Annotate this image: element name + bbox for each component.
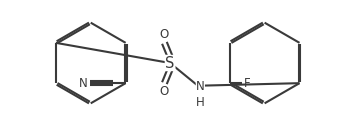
Text: O: O xyxy=(160,27,169,41)
Text: S: S xyxy=(165,55,175,71)
Text: N: N xyxy=(78,77,87,90)
Text: F: F xyxy=(244,77,251,90)
Text: N: N xyxy=(196,80,205,93)
Text: O: O xyxy=(160,85,169,99)
Text: H: H xyxy=(196,96,205,109)
